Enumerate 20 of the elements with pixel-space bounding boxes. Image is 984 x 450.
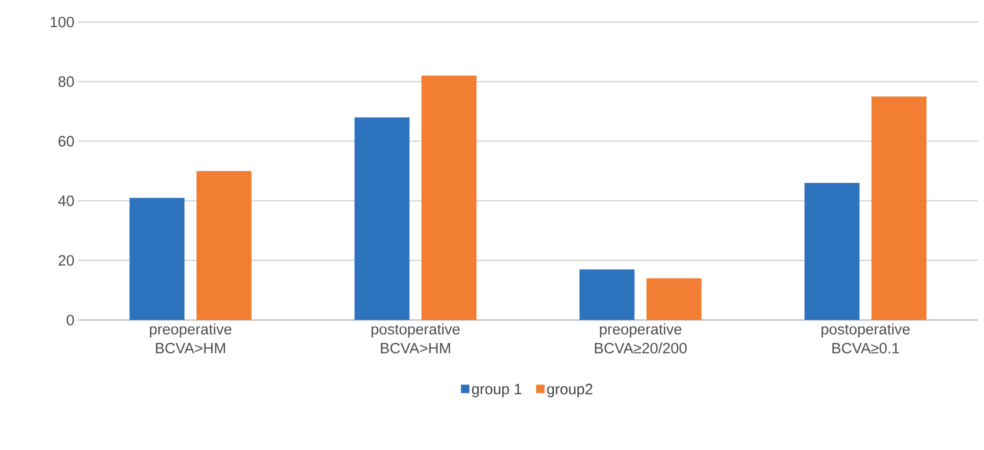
- y-tick-label: 20: [58, 255, 74, 266]
- y-tick-label: 40: [58, 196, 74, 206]
- bar: [422, 76, 477, 320]
- y-tick-label: 0: [66, 314, 74, 326]
- bar: [354, 117, 410, 320]
- legend-label: group2: [547, 384, 592, 398]
- bar: [196, 170, 252, 320]
- bar: [580, 269, 635, 320]
- x-tick-label: postoperative BCVA>HM: [372, 324, 460, 354]
- legend-label: group 1: [472, 384, 522, 398]
- bar: [872, 96, 927, 320]
- y-tick-label: 80: [58, 76, 74, 87]
- x-tick-label: postoperative BCVA≥0.1: [822, 324, 910, 354]
- bar: [646, 278, 702, 320]
- bar: [130, 198, 184, 320]
- x-tick-label: preoperative BCVA>HM: [150, 324, 232, 354]
- x-tick-label: preoperative BCVA≥20/200: [594, 324, 687, 354]
- y-tick-label: 60: [58, 136, 74, 146]
- y-tick-label: 100: [50, 16, 74, 28]
- bar: [804, 182, 860, 320]
